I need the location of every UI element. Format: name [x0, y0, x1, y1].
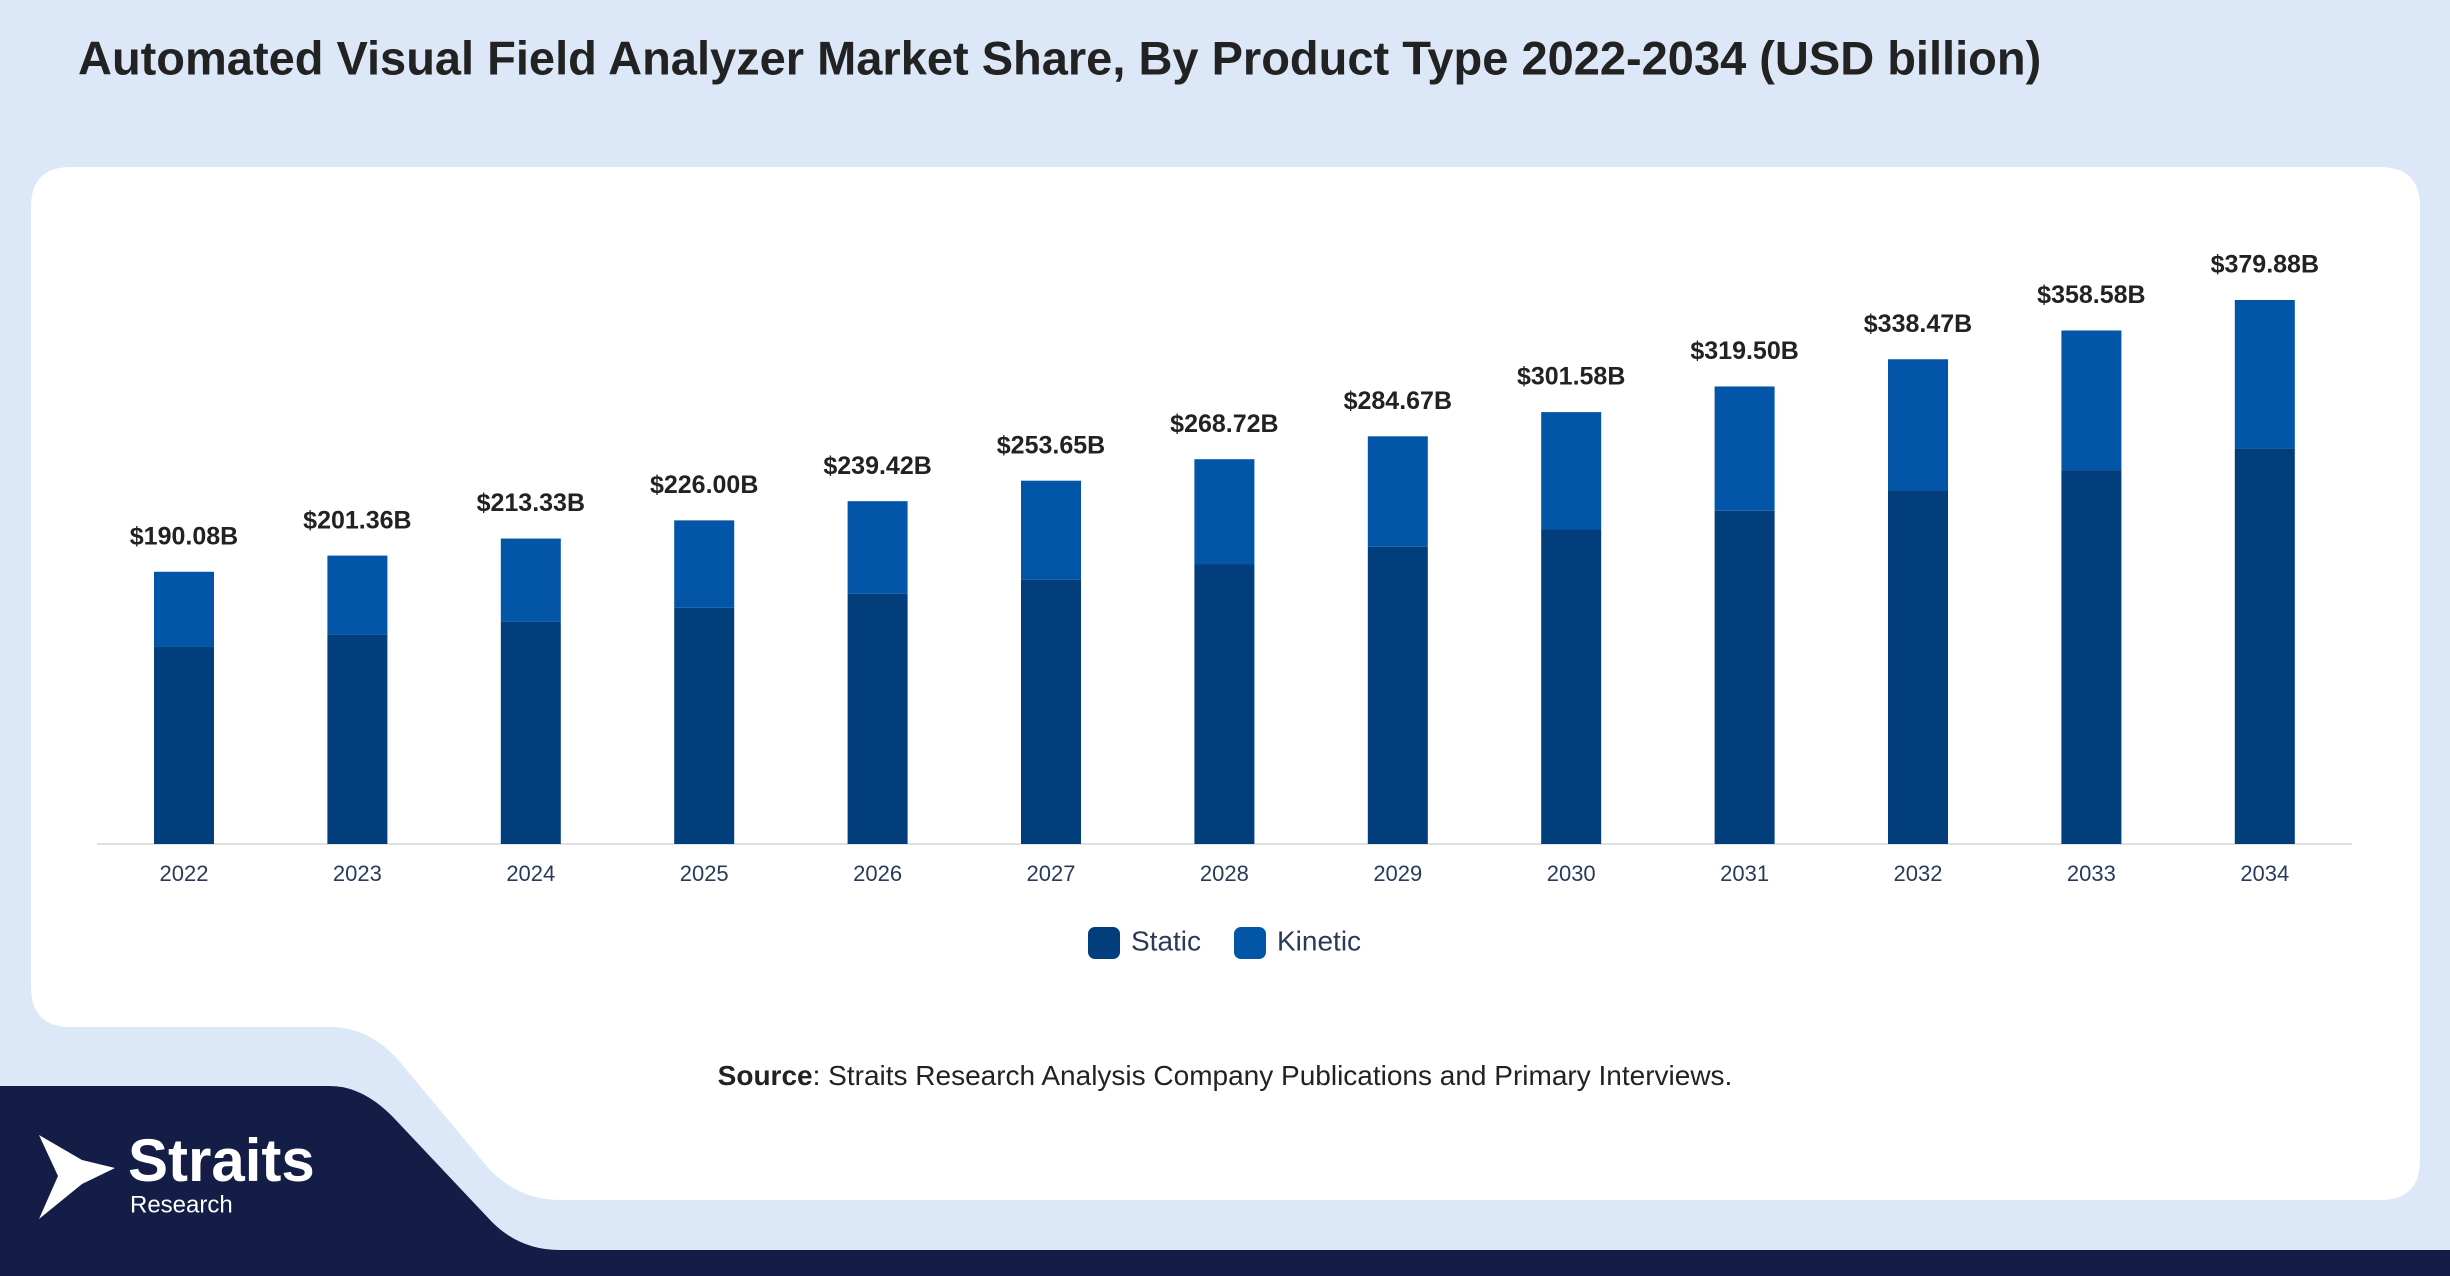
- bar-segment: [1367, 436, 1428, 547]
- bar-segment: [2234, 448, 2295, 844]
- bar-segment: [1541, 412, 1602, 530]
- bar-segment: [327, 555, 388, 635]
- x-tick-label: 2032: [1894, 861, 1943, 886]
- total-label: $358.58B: [2037, 281, 2145, 309]
- total-label: $201.36B: [303, 506, 411, 534]
- total-label: $379.88B: [2211, 251, 2319, 279]
- bar-segment: [154, 571, 214, 647]
- x-tick-label: 2030: [1547, 861, 1596, 886]
- total-label: $284.67B: [1344, 387, 1452, 415]
- bar-segment: [2061, 330, 2122, 471]
- logo-icon: [39, 1135, 115, 1219]
- bar-segment: [500, 538, 561, 622]
- bar-segment: [847, 593, 908, 844]
- bar-segment: [1888, 359, 1948, 491]
- legend-label: Kinetic: [1277, 925, 1361, 956]
- bar-segment: [1021, 480, 1081, 580]
- x-tick-label: 2028: [1200, 861, 1249, 886]
- x-tick-label: 2031: [1720, 861, 1769, 886]
- bar-segment: [1888, 490, 1948, 844]
- x-tick-label: 2027: [1027, 861, 1076, 886]
- bar-segment: [1021, 579, 1081, 844]
- source-label: Source: [718, 1060, 813, 1091]
- legend-swatch: [1234, 927, 1266, 959]
- total-label: $268.72B: [1170, 410, 1278, 438]
- logo-name: Straits: [128, 1127, 315, 1194]
- source-text: : Straits Research Analysis Company Publ…: [813, 1060, 1733, 1091]
- x-tick-label: 2026: [853, 861, 902, 886]
- bar-segment: [1714, 510, 1775, 844]
- bar-segment: [674, 607, 735, 844]
- total-label: $338.47B: [1864, 310, 1972, 338]
- bar-segment: [2061, 470, 2122, 844]
- total-label: $253.65B: [997, 431, 1105, 459]
- bar-segment: [327, 634, 388, 844]
- chart-title: Automated Visual Field Analyzer Market S…: [78, 31, 2041, 84]
- total-label: $213.33B: [477, 489, 585, 517]
- legend-label: Static: [1131, 925, 1201, 956]
- logo-subtitle: Research: [130, 1191, 233, 1218]
- total-label: $239.42B: [823, 452, 931, 480]
- total-label: $301.58B: [1517, 363, 1625, 391]
- bar-segment: [1367, 546, 1428, 844]
- x-tick-label: 2033: [2067, 861, 2116, 886]
- x-tick-label: 2024: [506, 861, 555, 886]
- legend-swatch: [1088, 927, 1120, 959]
- bar-segment: [500, 621, 561, 844]
- source: Source: Straits Research Analysis Compan…: [718, 1060, 1733, 1091]
- bar-segment: [154, 646, 214, 844]
- total-label: $226.00B: [650, 471, 758, 499]
- x-tick-label: 2022: [160, 861, 209, 886]
- bar-segment: [1194, 564, 1255, 844]
- footer-band: [0, 1086, 2450, 1276]
- bar-segment: [1714, 386, 1775, 511]
- bar-segment: [1541, 529, 1602, 844]
- bar-segment: [1194, 459, 1255, 565]
- x-tick-label: 2029: [1373, 861, 1422, 886]
- x-tick-label: 2023: [333, 861, 382, 886]
- bar-segment: [2234, 299, 2295, 449]
- x-tick-label: 2034: [2240, 861, 2289, 886]
- total-label: $190.08B: [130, 522, 238, 550]
- x-tick-label: 2025: [680, 861, 729, 886]
- total-label: $319.50B: [1690, 337, 1798, 365]
- bar-segment: [674, 520, 735, 608]
- bar-segment: [847, 501, 908, 594]
